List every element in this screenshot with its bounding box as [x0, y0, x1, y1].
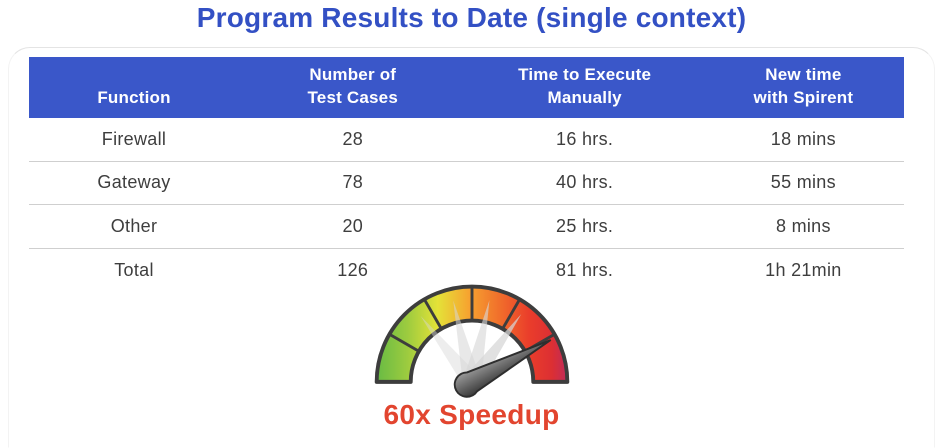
table-header-row: Function Number of Test Cases Time to Ex… [29, 57, 904, 118]
table-row-firewall: Firewall 28 16 hrs. 18 mins [29, 118, 904, 162]
header-cell-function: Function [97, 88, 171, 108]
gauge-caption: 60x Speedup [383, 399, 560, 430]
cell-spirent-time: 8 mins [775, 215, 831, 236]
cell-function: Firewall [101, 128, 167, 149]
cell-spirent-time: 1h 21min [765, 259, 842, 280]
cell-manual-time: 81 hrs. [556, 259, 614, 280]
table-row-gateway: Gateway 78 40 hrs. 55 mins [29, 162, 904, 205]
cell-function: Total [114, 259, 154, 280]
results-card: Function Number of Test Cases Time to Ex… [8, 47, 935, 448]
table-row-total: Total 126 81 hrs. 1h 21min [29, 249, 904, 293]
gauge-needle [453, 339, 551, 398]
page-title: Program Results to Date (single context) [196, 2, 747, 33]
cell-function: Gateway [97, 172, 171, 193]
speedometer-gauge [365, 283, 579, 401]
header-cell-manual-time: Time to Execute Manually [518, 65, 652, 108]
cell-spirent-time: 18 mins [770, 128, 836, 149]
cell-test-cases: 78 [342, 172, 364, 193]
cell-test-cases: 20 [342, 215, 364, 236]
cell-spirent-time: 55 mins [770, 172, 836, 193]
table-row-other: Other 20 25 hrs. 8 mins [29, 205, 904, 249]
gauge-arc [374, 284, 569, 384]
cell-manual-time: 25 hrs. [556, 215, 614, 236]
results-table: Function Number of Test Cases Time to Ex… [29, 57, 904, 292]
speedometer-icon [374, 284, 569, 398]
header-cell-test-cases: Number of Test Cases [307, 65, 398, 108]
header-cell-spirent-time: New time with Spirent [753, 65, 854, 108]
cell-test-cases: 126 [337, 259, 369, 280]
cell-test-cases: 28 [342, 128, 364, 149]
cell-manual-time: 40 hrs. [556, 172, 614, 193]
cell-manual-time: 16 hrs. [556, 128, 614, 149]
cell-function: Other [110, 215, 158, 236]
